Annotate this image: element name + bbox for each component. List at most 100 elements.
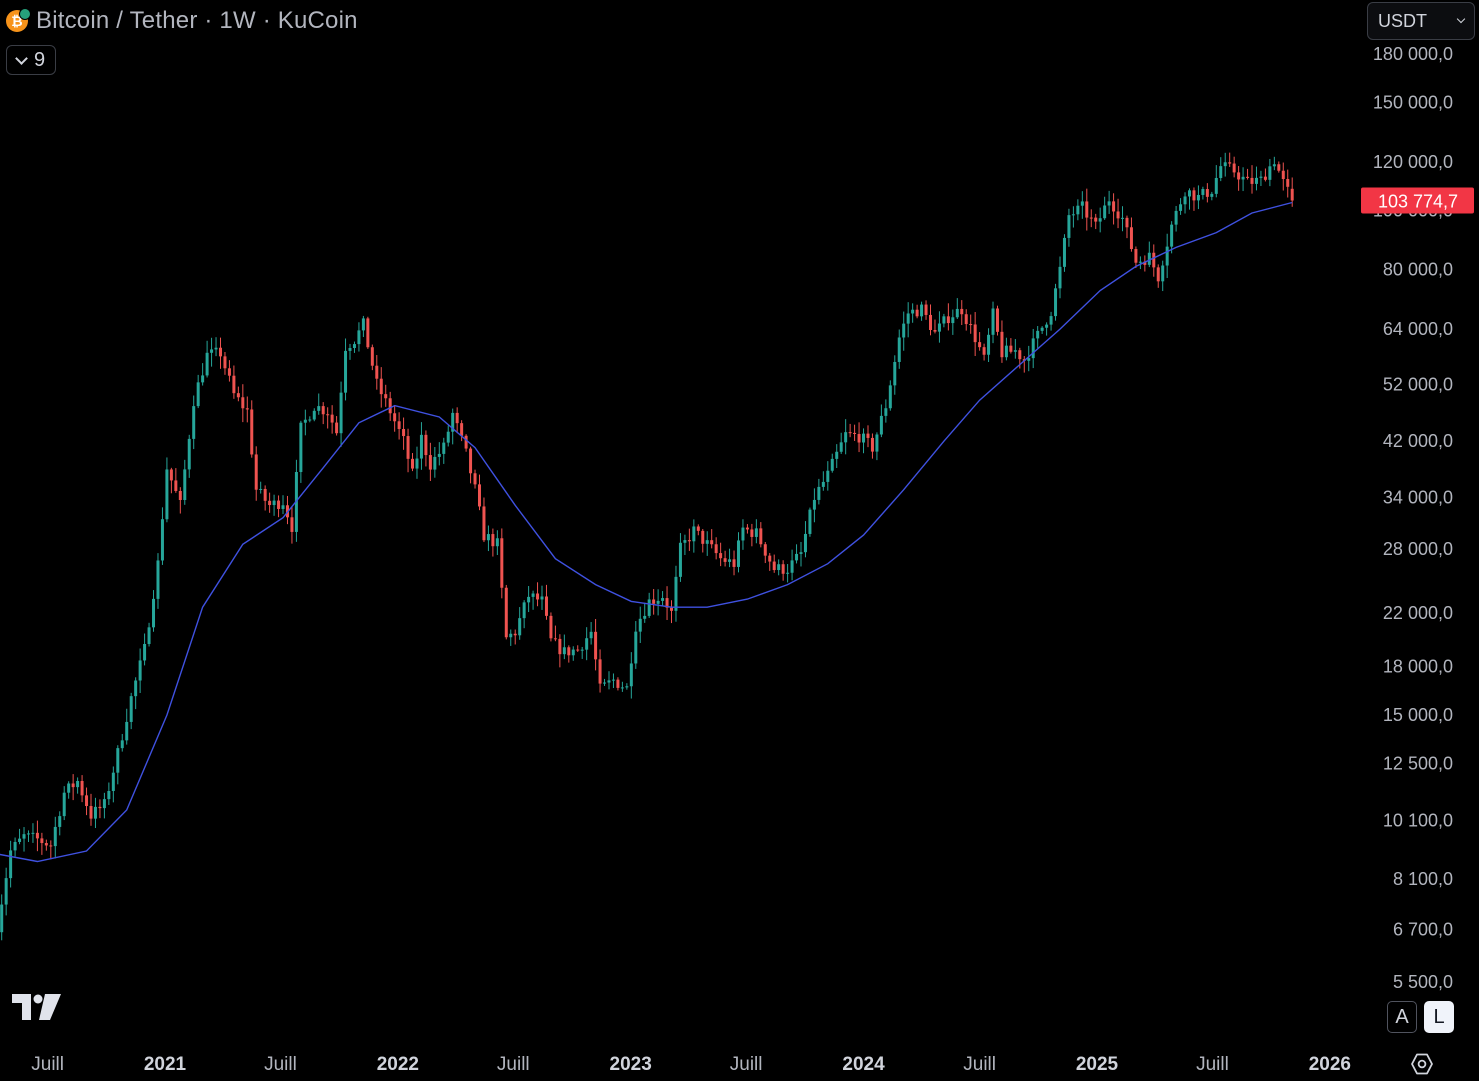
candle-body xyxy=(763,544,767,556)
candle-body xyxy=(1170,224,1174,247)
candle-body xyxy=(1281,170,1285,180)
candle-body xyxy=(1045,324,1049,328)
y-tick-label: 34 000,0 xyxy=(1383,487,1453,507)
candle-body xyxy=(76,780,80,788)
candle-body xyxy=(1268,166,1272,180)
candle-body xyxy=(1210,193,1214,197)
settings-icon[interactable] xyxy=(1410,1052,1434,1081)
y-tick-label: 52 000,0 xyxy=(1383,374,1453,394)
candle-body xyxy=(982,347,986,355)
candle-body xyxy=(366,318,370,348)
candle-body xyxy=(1277,164,1281,171)
candle-body xyxy=(911,309,915,314)
candle-body xyxy=(263,488,267,501)
candle-body xyxy=(53,826,57,847)
candle-body xyxy=(933,330,937,332)
candle-body xyxy=(1089,217,1093,219)
candle-body xyxy=(1183,196,1187,205)
candle-body xyxy=(1080,201,1084,206)
candle-body xyxy=(299,422,303,473)
candle-body xyxy=(411,458,415,469)
candle-body xyxy=(683,540,687,543)
candle-body xyxy=(719,553,723,559)
candle-body xyxy=(93,806,97,819)
candle-body xyxy=(741,527,745,541)
candle-body xyxy=(670,607,674,611)
candle-body xyxy=(1205,189,1209,197)
tradingview-logo-icon[interactable] xyxy=(12,994,62,1025)
candle-body xyxy=(317,406,321,411)
candle-body xyxy=(428,455,432,470)
candle-body xyxy=(745,527,749,530)
candle-body xyxy=(821,481,825,487)
candle-body xyxy=(1187,190,1191,197)
indicators-toggle-button[interactable]: 9 xyxy=(6,45,56,75)
candle-body xyxy=(995,308,999,332)
candle-body xyxy=(942,316,946,324)
candle-body xyxy=(701,530,705,544)
candle-body xyxy=(1223,162,1227,167)
candle-body xyxy=(156,560,160,599)
last-price-label: 103 774,7 xyxy=(1378,192,1458,212)
candle-body xyxy=(129,696,133,722)
last-price-marker: 103 774,7 xyxy=(1361,187,1474,214)
bitcoin-icon: ₿ xyxy=(6,8,31,32)
x-tick-label: Juill xyxy=(31,1054,64,1075)
y-tick-label: 80 000,0 xyxy=(1383,260,1453,280)
candle-body xyxy=(929,314,933,331)
candle-body xyxy=(169,469,173,481)
candle-body xyxy=(308,419,312,421)
candle-body xyxy=(437,453,441,457)
indicator-count: 9 xyxy=(33,48,46,71)
candle-body xyxy=(268,500,272,506)
candle-body xyxy=(62,792,66,817)
log-scale-button[interactable]: L xyxy=(1424,1001,1454,1033)
candle-body xyxy=(616,679,620,688)
candle-body xyxy=(31,832,35,834)
y-tick-label: 12 500,0 xyxy=(1383,754,1453,774)
candle-body xyxy=(1174,210,1178,225)
candle-body xyxy=(393,413,397,422)
candle-body xyxy=(1152,252,1156,268)
candle-body xyxy=(250,409,254,455)
candle-body xyxy=(728,559,732,562)
candle-body xyxy=(232,375,236,394)
candle-body xyxy=(1071,214,1075,216)
candle-body xyxy=(419,434,423,459)
candle-body xyxy=(44,843,48,846)
chevron-down-icon xyxy=(15,51,28,65)
candle-body xyxy=(442,442,446,454)
candle-body xyxy=(531,593,535,597)
candle-body xyxy=(218,347,222,357)
candle-body xyxy=(1058,266,1062,289)
x-tick-label: Juill xyxy=(264,1054,297,1075)
candle-body xyxy=(495,538,499,547)
currency-select[interactable]: USDT xyxy=(1367,2,1475,40)
candle-body xyxy=(143,643,147,661)
candle-body xyxy=(661,598,665,601)
candle-body xyxy=(1259,176,1263,178)
candle-body xyxy=(482,506,486,541)
candle-body xyxy=(469,448,473,474)
symbol-header[interactable]: ₿ Bitcoin / Tether · 1W · KuCoin xyxy=(6,4,358,38)
candle-body xyxy=(710,540,714,545)
candle-body xyxy=(40,838,44,844)
candle-body xyxy=(920,304,924,317)
candle-body xyxy=(594,631,598,660)
candle-body xyxy=(723,558,727,562)
candle-body xyxy=(486,534,490,541)
candle-body xyxy=(415,458,419,469)
candle-body xyxy=(687,540,691,542)
candle-body xyxy=(1116,211,1120,219)
candle-body xyxy=(98,806,102,809)
candle-body xyxy=(513,633,517,636)
candle-body xyxy=(888,385,892,409)
candle-body xyxy=(611,679,615,681)
candle-body xyxy=(205,352,209,376)
candle-body xyxy=(227,368,231,376)
candle-body xyxy=(1272,164,1276,167)
candle-body xyxy=(102,799,106,809)
auto-scale-button[interactable]: A xyxy=(1387,1001,1417,1033)
candle-body xyxy=(1076,205,1080,215)
